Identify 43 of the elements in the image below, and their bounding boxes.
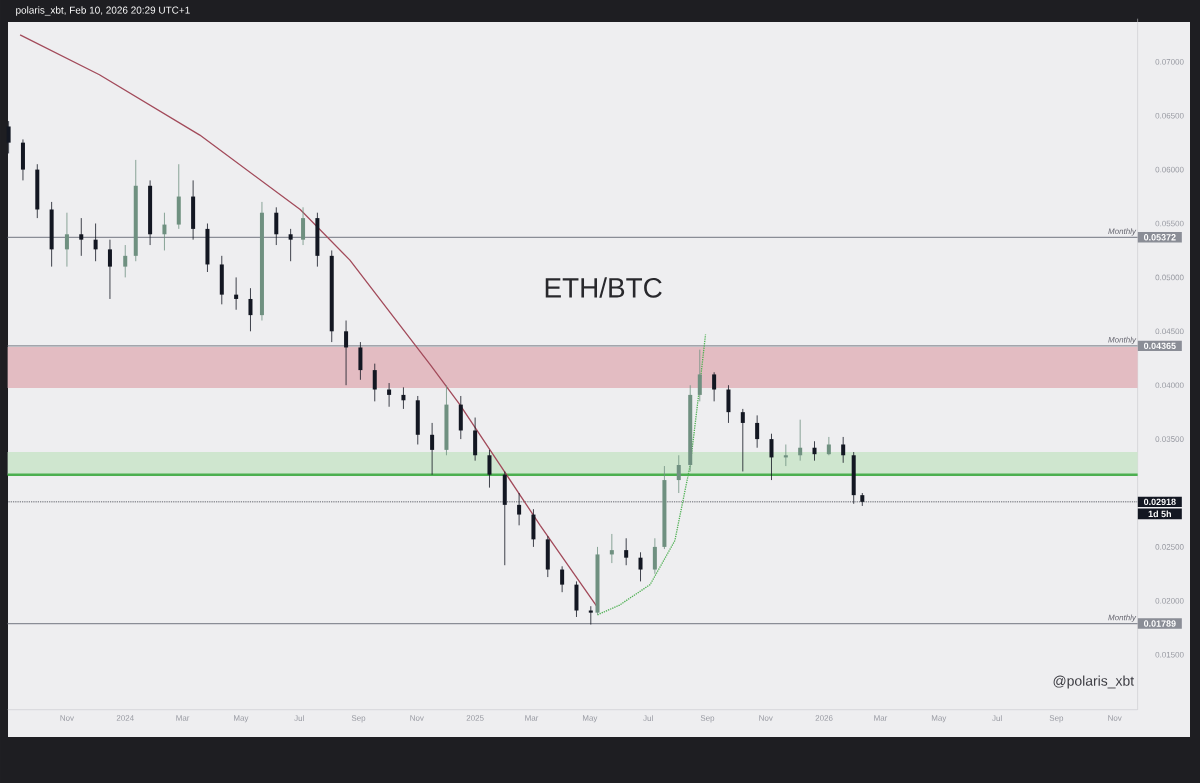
candlestick bbox=[162, 212, 167, 251]
candlestick bbox=[123, 244, 128, 278]
candlestick bbox=[301, 206, 306, 246]
candlestick bbox=[652, 537, 657, 575]
candlestick bbox=[638, 551, 643, 582]
candlestick bbox=[234, 277, 239, 311]
candlestick bbox=[79, 217, 84, 257]
candlestick bbox=[387, 382, 392, 408]
candlestick bbox=[487, 449, 492, 489]
ref-line-label: 0.05372 bbox=[1143, 234, 1176, 241]
candlestick bbox=[288, 228, 293, 262]
candlestick bbox=[372, 363, 377, 402]
candlestick bbox=[726, 384, 731, 424]
candlestick bbox=[248, 287, 253, 332]
candlestick bbox=[6, 120, 11, 154]
candlestick bbox=[826, 436, 831, 456]
annotation: @polaris_xbt bbox=[1053, 675, 1134, 689]
candlestick bbox=[812, 440, 817, 462]
ref-line-label: 0.02918 bbox=[1143, 498, 1176, 506]
candlestick bbox=[274, 206, 279, 246]
candlestick bbox=[430, 422, 435, 476]
candlestick bbox=[624, 537, 629, 566]
text: polaris_xbt, Feb 10, 2026 20:29 UTC+1 bbox=[16, 6, 190, 16]
candlestick bbox=[697, 349, 702, 402]
candlestick bbox=[107, 239, 112, 300]
candlestick bbox=[676, 454, 681, 494]
ref-line-label: 0.01789 bbox=[1143, 620, 1176, 627]
text: ETH/BTC bbox=[545, 277, 662, 298]
candlestick bbox=[64, 212, 69, 268]
candlestick bbox=[740, 408, 745, 472]
candlestick bbox=[755, 414, 760, 449]
candlestick bbox=[358, 341, 363, 381]
candlestick bbox=[609, 533, 614, 564]
candlestick bbox=[560, 565, 565, 593]
candlestick bbox=[841, 436, 846, 464]
ref-line-label: 0.04365 bbox=[1143, 342, 1176, 350]
candlestick bbox=[344, 320, 349, 386]
candlestick bbox=[401, 386, 406, 410]
candlestick bbox=[798, 419, 803, 462]
text: 1d 5h bbox=[1148, 510, 1171, 518]
candlestick bbox=[93, 223, 98, 262]
candlestick bbox=[712, 371, 717, 402]
candlestick bbox=[769, 433, 774, 481]
